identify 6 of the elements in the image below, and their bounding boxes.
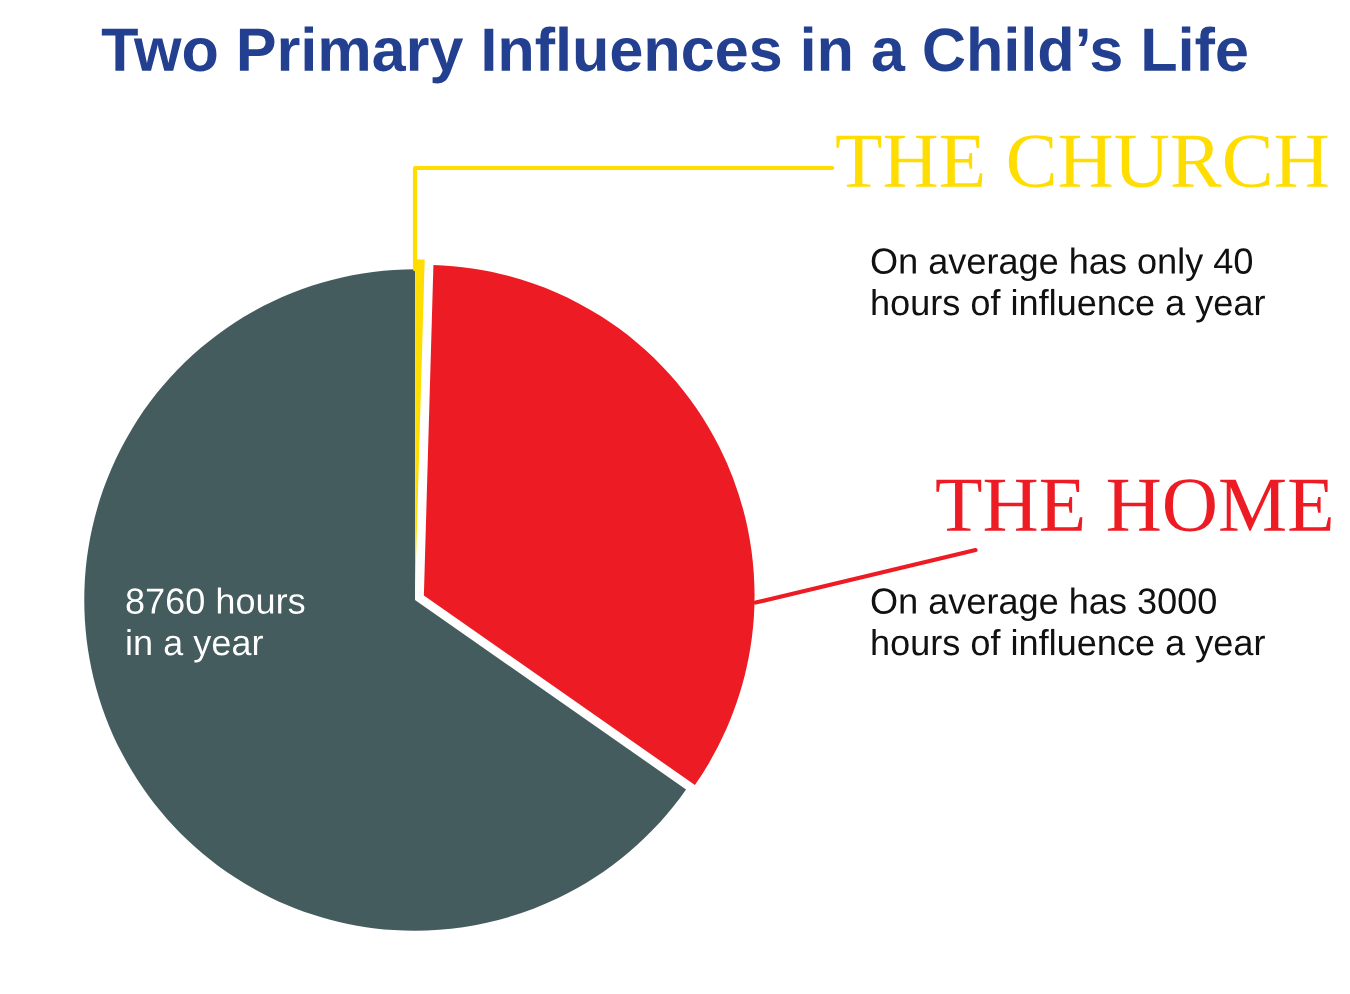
text: On average has only 40 hours of influence a year (871, 247, 1265, 323)
slice-label: THE CHURCH (836, 135, 1328, 188)
chart-title: Two Primary Influences in a Child’s Life (101, 26, 1247, 84)
text: 8760 hours in a year (126, 587, 305, 663)
text: On average has 3000 hours of influence a year (871, 587, 1265, 663)
slice-label: THE HOME (936, 479, 1331, 532)
